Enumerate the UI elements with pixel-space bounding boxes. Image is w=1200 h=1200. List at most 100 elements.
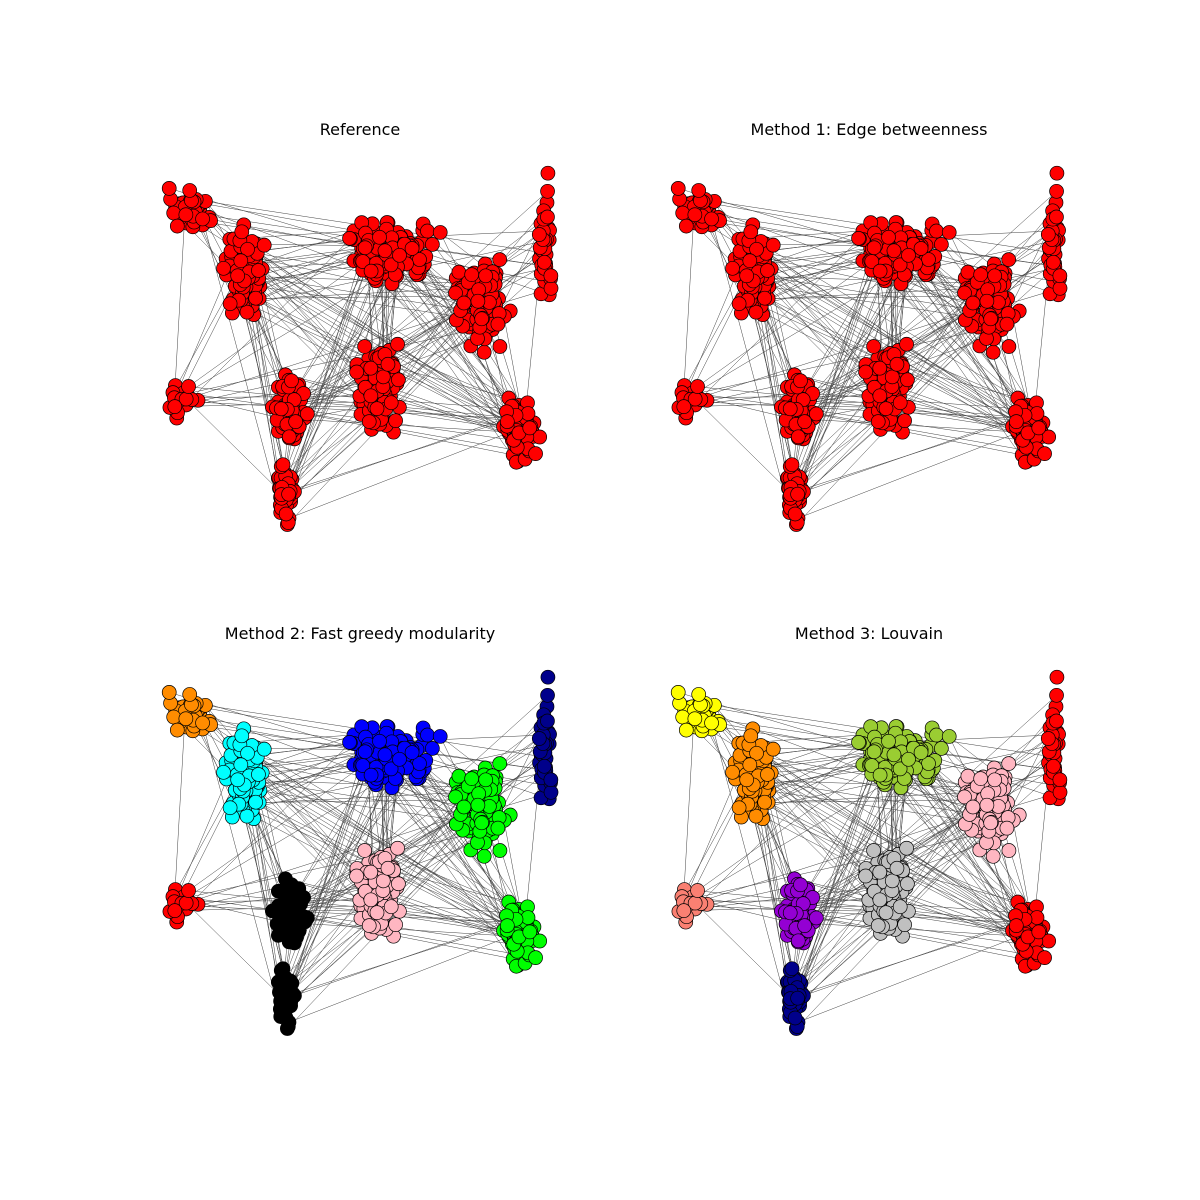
network-node [678,218,694,234]
network-node [1052,784,1068,800]
network-node [357,339,372,354]
network-edge [291,265,545,407]
network-edge [289,903,534,928]
network-edge [886,390,1026,438]
network-edge [798,903,1043,928]
network-node [182,183,198,198]
network-node [543,280,559,296]
network-node [731,296,747,312]
network-node [478,268,494,284]
network-node [383,257,399,273]
network-node [872,263,888,279]
network-edge [757,749,880,783]
network-node [490,820,506,836]
network-edge [897,854,1029,910]
network-node [166,205,182,221]
network-node [278,506,294,522]
network-node [787,506,803,522]
network-node [390,840,405,856]
network-node [881,229,896,245]
network-plot-reference [161,165,559,532]
network-edge [798,758,1056,923]
network-node [256,237,272,253]
network-edge [766,276,871,403]
network-edge [289,399,534,424]
network-edge [374,782,509,903]
network-edge [759,746,1018,903]
network-node [985,848,1001,864]
network-node [1052,268,1068,284]
network-edge [883,278,1018,399]
network-edge [248,245,371,279]
network-node [1049,669,1065,685]
network-node [284,877,299,893]
network-node [432,729,448,744]
network-node [899,336,914,352]
network-node [793,877,808,893]
network-edge [257,253,520,434]
network-node [281,429,297,445]
network-node [784,457,800,473]
network-plot-fast-greedy [161,669,559,1036]
network-edge [882,763,1032,932]
network-edge [686,827,1007,901]
network-node [448,789,463,805]
network-node [676,903,692,918]
network-node [540,165,556,181]
network-edge [886,894,1026,942]
panel-title: Method 3: Louvain [794,624,944,643]
network-node [166,709,182,725]
network-node [790,990,805,1006]
network-node [1001,339,1017,354]
network-node [808,406,824,422]
network-edge [752,306,866,367]
network-node [240,745,255,761]
network-edge [798,760,907,983]
network-node [499,414,515,429]
network-node [851,734,866,750]
network-node [1008,414,1024,429]
network-edge [711,722,790,1017]
network-node [233,253,249,269]
network-edge [883,782,1018,903]
network-edge [179,218,375,414]
network-node [357,843,372,858]
network-node [363,388,379,404]
network-node [528,950,543,966]
network-node [492,843,508,858]
network-node [476,848,492,864]
network-node [870,414,886,429]
network-node [522,924,538,940]
network-node [790,486,805,502]
network-node [540,669,556,685]
network-edge [259,790,477,824]
network-node [691,687,707,702]
network-node [866,843,881,858]
network-node [388,917,403,933]
network-edge [288,422,535,519]
network-edge [257,276,362,403]
network-edge [797,745,880,995]
network-edge [174,209,186,398]
network-node [536,758,552,774]
network-edge [790,917,1038,998]
network-node [369,905,385,920]
network-node [866,240,882,256]
network-node [363,263,379,279]
network-node [1052,772,1068,788]
network-edge [288,745,371,995]
network-node [979,293,995,309]
network-edge [711,218,790,513]
network-node [234,224,250,240]
network-node [404,745,420,760]
network-node [456,799,472,815]
network-node [790,933,806,949]
network-node [361,918,377,933]
network-node [765,237,781,253]
network-node [872,767,888,783]
network-edge [888,263,1013,427]
network-node [1045,254,1061,270]
network-node [369,401,385,416]
network-node [892,899,908,915]
network-edge [695,806,999,904]
